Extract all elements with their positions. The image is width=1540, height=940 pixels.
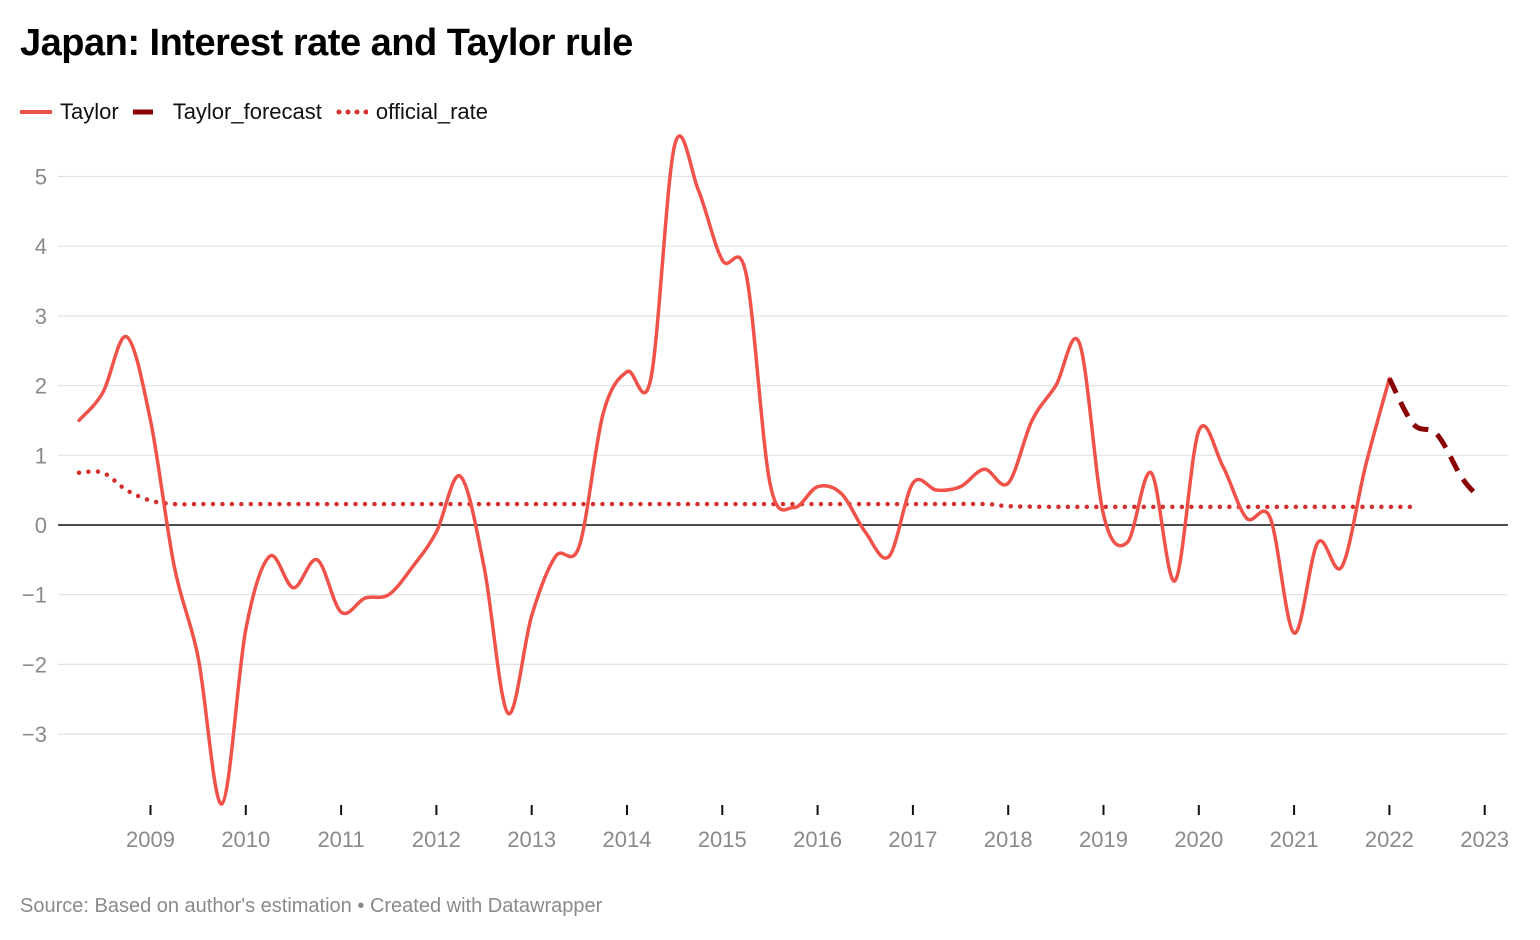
x-tick-label: 2022	[1365, 827, 1414, 852]
legend-swatch-solid	[20, 110, 52, 114]
y-tick-label: −2	[22, 652, 47, 677]
legend-swatch-dashed	[132, 109, 165, 115]
series-lines	[76, 134, 1478, 806]
y-tick-label: 0	[35, 513, 47, 538]
series-line-taylor-forecast	[1387, 377, 1478, 496]
series-line-official-rate	[76, 469, 1416, 510]
legend-item-official-rate[interactable]: official_rate	[336, 99, 488, 125]
series-line-taylor	[77, 134, 1392, 806]
legend-item-taylor[interactable]: Taylor	[20, 99, 119, 125]
x-tick-label: 2014	[603, 827, 652, 852]
footer-separator: •	[357, 895, 365, 917]
y-tick-label: 5	[35, 165, 47, 190]
x-tick-label: 2015	[698, 827, 747, 852]
legend: Taylor Taylor_forecast official_rate	[20, 98, 502, 126]
legend-label: official_rate	[375, 99, 488, 124]
y-tick-label: 4	[35, 234, 47, 259]
y-tick-label: 2	[35, 374, 47, 399]
y-tick-label: 1	[35, 443, 47, 468]
x-tick-label: 2013	[507, 827, 556, 852]
footer: Source: Based on author's estimation • C…	[20, 895, 602, 918]
legend-label: Taylor_forecast	[172, 99, 322, 124]
y-tick-label: −1	[22, 583, 47, 608]
y-axis-ticks: 5 4 3 2 1 0 −1 −2 −3	[22, 165, 47, 748]
y-tick-label: 3	[35, 304, 47, 329]
x-tick-label: 2023	[1460, 827, 1509, 852]
credit-link[interactable]: Created with Datawrapper	[369, 895, 603, 917]
x-tick-label: 2017	[888, 827, 937, 852]
source-note: Source: Based on author's estimation	[20, 895, 352, 917]
legend-item-taylor-forecast[interactable]: Taylor_forecast	[132, 99, 322, 125]
x-tick-label: 2021	[1270, 827, 1319, 852]
x-tick-label: 2010	[221, 827, 270, 852]
chart-title: Japan: Interest rate and Taylor rule	[20, 22, 633, 64]
x-tick-label: 2018	[984, 827, 1033, 852]
y-tick-label: −3	[22, 722, 47, 747]
legend-label: Taylor	[60, 99, 119, 124]
x-tick-label: 2012	[412, 827, 461, 852]
x-tick-label: 2019	[1079, 827, 1128, 852]
x-axis-ticks: 2009 2010 2011 2012 2013 2014 2015 2016 2017 2018…	[126, 805, 1509, 852]
x-tick-label: 2020	[1174, 827, 1223, 852]
x-tick-label: 2011	[317, 827, 364, 852]
x-tick-label: 2009	[126, 827, 175, 852]
x-tick-label: 2016	[793, 827, 842, 852]
gridlines	[58, 175, 1508, 735]
